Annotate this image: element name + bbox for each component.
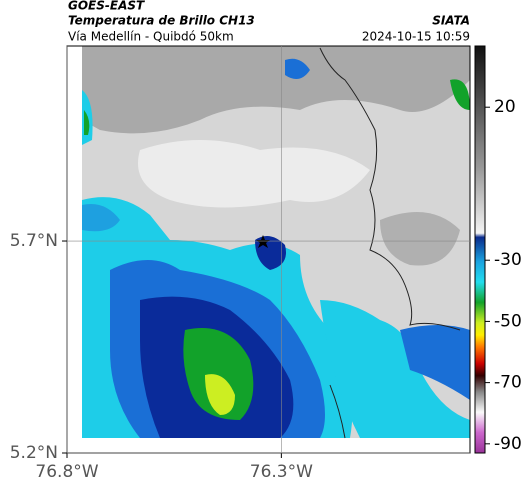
y-tick-label: 5.2°N	[10, 443, 58, 463]
location-marker	[256, 235, 270, 248]
colorbar-tick-label: -90	[494, 434, 522, 454]
subtitle: Temperatura de Brillo CH13	[68, 14, 255, 28]
source: SIATA	[432, 14, 470, 28]
x-tick-label: 76.8°W	[35, 462, 98, 482]
title: GOES-EAST	[68, 0, 145, 13]
timestamp: 2024-10-15 10:59	[362, 30, 470, 44]
colorbar-tick-label: -70	[494, 373, 522, 393]
y-tick-label: 5.7°N	[10, 231, 58, 251]
colorbar-tick-label: -30	[494, 250, 522, 270]
colorbar-tick-label: -50	[494, 311, 522, 331]
map-image	[67, 46, 470, 453]
colorbar	[474, 45, 486, 454]
x-tick-label: 76.3°W	[250, 462, 313, 482]
colorbar-tick-label: 20	[494, 97, 516, 117]
region: Vía Medellín - Quibdó 50km	[68, 30, 234, 44]
